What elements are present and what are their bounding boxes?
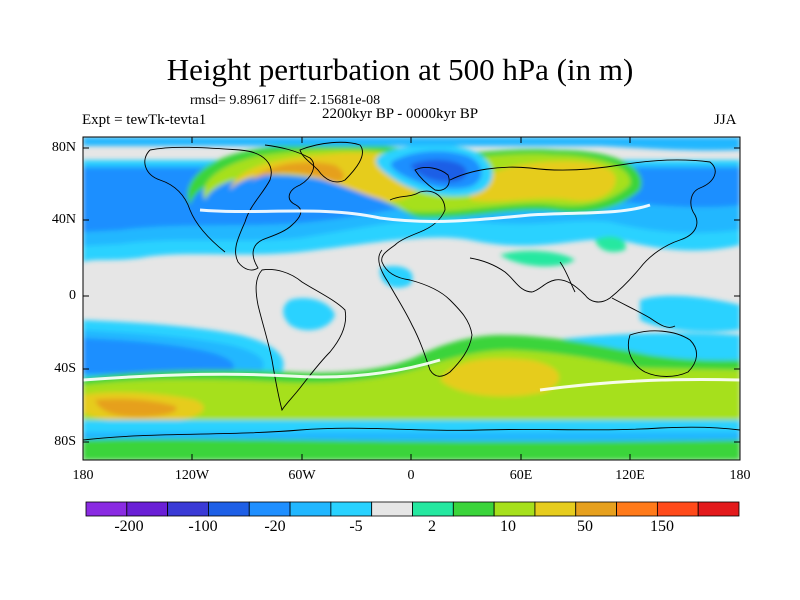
lat-label: 40N bbox=[51, 212, 76, 227]
stats-label: rmsd= 9.89617 diff= 2.15681e-08 bbox=[190, 93, 381, 108]
colorbar-label: 150 bbox=[650, 518, 674, 535]
colorbar-label: -100 bbox=[188, 518, 218, 535]
colorbar-swatch bbox=[575, 501, 617, 517]
colorbar-swatch bbox=[208, 501, 250, 517]
chart-title: Height perturbation at 500 hPa (in m) bbox=[166, 52, 634, 87]
colorbar-swatch bbox=[452, 501, 495, 517]
colorbar-swatch bbox=[330, 501, 373, 517]
colorbar bbox=[85, 501, 740, 517]
lon-label: 0 bbox=[407, 468, 415, 483]
axis-ticks bbox=[82, 137, 741, 460]
lat-label: 40S bbox=[54, 361, 76, 376]
lon-label: 180 bbox=[729, 468, 751, 483]
colorbar-swatch bbox=[289, 501, 332, 517]
season-label: JJA bbox=[714, 112, 737, 128]
colorbar-swatch bbox=[371, 501, 413, 517]
lat-label: 80S bbox=[54, 434, 76, 449]
colorbar-swatch bbox=[248, 501, 291, 517]
colorbar-label: 2 bbox=[428, 518, 436, 535]
colorbar-label: -20 bbox=[264, 518, 286, 535]
lon-label: 60E bbox=[509, 468, 533, 483]
lon-label: 120E bbox=[615, 468, 645, 483]
period-label: 2200kyr BP - 0000kyr BP bbox=[322, 106, 479, 122]
lon-label: 180 bbox=[72, 468, 94, 483]
lon-label: 60W bbox=[288, 468, 316, 483]
contour-field bbox=[83, 137, 740, 460]
colorbar-swatch bbox=[697, 501, 740, 517]
colorbar-label: 10 bbox=[500, 518, 516, 535]
experiment-label: Expt = tewTk-tevta1 bbox=[82, 112, 207, 128]
colorbar-swatch bbox=[412, 501, 454, 517]
colorbar-swatch bbox=[534, 501, 577, 517]
colorbar-swatch bbox=[493, 501, 536, 517]
colorbar-label: -5 bbox=[349, 518, 363, 535]
colorbar-swatch bbox=[85, 501, 128, 517]
colorbar-label: -200 bbox=[114, 518, 144, 535]
lat-label: 0 bbox=[69, 288, 76, 303]
colorbar-swatch bbox=[616, 501, 658, 517]
lon-label: 120W bbox=[174, 468, 210, 483]
colorbar-swatch bbox=[656, 501, 699, 517]
colorbar-swatch bbox=[167, 501, 209, 517]
coastlines bbox=[83, 141, 740, 441]
colorbar-swatch bbox=[126, 501, 169, 517]
colorbar-label: 50 bbox=[577, 518, 593, 535]
lat-label: 80N bbox=[51, 140, 76, 155]
